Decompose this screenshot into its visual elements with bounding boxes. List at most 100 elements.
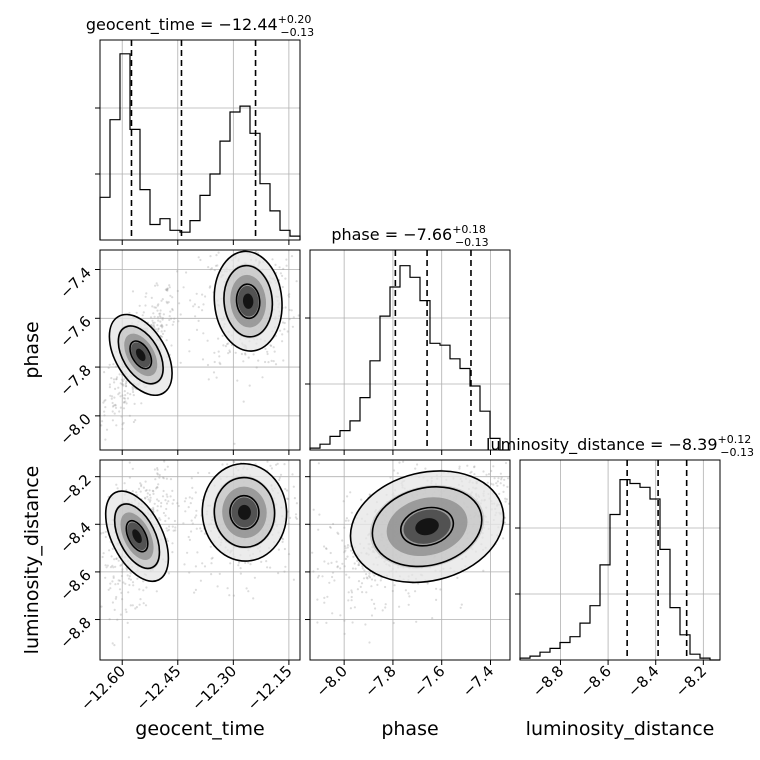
sample-point (163, 329, 166, 333)
sample-point (122, 407, 126, 410)
sample-point (316, 598, 319, 601)
sample-point (165, 507, 168, 511)
sample-point (261, 376, 264, 379)
density-cell (132, 529, 142, 544)
sample-point (168, 286, 171, 289)
sample-point (111, 419, 114, 422)
sample-point (350, 595, 353, 599)
sample-point (286, 330, 289, 333)
density-cell (415, 518, 439, 536)
x-axis-label-luminosity_distance: luminosity_distance (526, 718, 715, 740)
sample-point (506, 485, 509, 488)
sample-point (152, 492, 155, 495)
sample-point (295, 280, 298, 283)
sample-point (392, 621, 395, 625)
histogram-step-geocent_time (99, 53, 301, 240)
sample-point (174, 526, 177, 529)
sample-point (197, 471, 200, 474)
sample-point (116, 487, 119, 490)
density-cell (135, 348, 146, 362)
sample-point (402, 460, 405, 463)
sample-point (120, 563, 123, 567)
sample-point (102, 401, 105, 404)
histogram-panel-luminosity_distance: −8.8 −8.6 −8.4 −8.2 luminosity_distance = −8… (486, 433, 754, 701)
sample-point (103, 414, 106, 417)
sample-point (204, 295, 207, 298)
sample-point (145, 292, 148, 295)
sample-point (150, 323, 153, 326)
sample-point (111, 410, 114, 413)
sample-point (112, 363, 115, 366)
sample-point (131, 387, 134, 390)
sample-point (344, 545, 347, 548)
sample-point (166, 289, 169, 292)
sample-point (295, 502, 298, 505)
contour-line (117, 325, 164, 385)
sample-point (124, 608, 127, 611)
sample-point (373, 574, 376, 577)
sample-point (264, 360, 267, 364)
sample-point (367, 575, 371, 578)
sample-point (323, 560, 326, 563)
sample-point (393, 584, 396, 587)
sample-point (161, 476, 165, 479)
sample-point (239, 567, 242, 570)
axes-frame (519, 459, 721, 661)
sample-point (270, 344, 273, 347)
sample-point (114, 387, 117, 390)
sample-point (120, 591, 123, 595)
sample-point (152, 508, 155, 511)
sample-point (358, 563, 361, 567)
sample-point (135, 491, 138, 494)
sample-point (152, 490, 155, 493)
sample-point (341, 562, 344, 565)
sample-point (426, 582, 429, 585)
sample-point (165, 502, 169, 505)
sample-point (219, 362, 222, 366)
sample-point (152, 506, 155, 509)
sample-point (288, 318, 291, 321)
sample-point (137, 487, 141, 490)
sample-point (156, 509, 159, 512)
sample-point (332, 522, 335, 526)
sample-point (294, 513, 298, 516)
sample-point (381, 609, 384, 612)
sample-point (343, 632, 346, 636)
x-tick-label: −7.8 (361, 662, 399, 700)
sample-point (164, 288, 167, 291)
sample-point (326, 595, 329, 598)
sample-point (505, 498, 508, 501)
sample-point (131, 604, 134, 607)
sample-point (209, 268, 212, 271)
sample-point (346, 546, 349, 549)
sample-point (114, 583, 117, 586)
sample-point (155, 590, 158, 593)
sample-point (277, 548, 280, 551)
sample-point (155, 282, 158, 285)
sample-point (160, 501, 163, 505)
sample-point (336, 531, 339, 534)
sample-point (115, 378, 118, 381)
sample-point (119, 395, 122, 398)
y-axis-label-luminosity_distance: luminosity_distance (21, 466, 43, 655)
sample-point (294, 516, 297, 519)
x-axis-label-geocent_time: geocent_time (135, 718, 264, 740)
sample-point (158, 314, 161, 317)
sample-point (279, 329, 282, 332)
sample-point (384, 585, 387, 589)
sample-point (167, 301, 170, 304)
sample-point (244, 353, 247, 356)
sample-point (144, 304, 147, 307)
sample-point (317, 574, 320, 577)
sample-point (113, 608, 116, 612)
sample-point (125, 380, 128, 383)
sample-point (107, 588, 110, 591)
sample-point (165, 493, 168, 496)
sample-point (224, 345, 227, 348)
sample-point (169, 294, 172, 297)
sample-point (218, 361, 221, 364)
sample-point (312, 570, 315, 573)
sample-point (200, 530, 203, 533)
contour-line (213, 250, 283, 352)
sample-point (179, 313, 182, 316)
